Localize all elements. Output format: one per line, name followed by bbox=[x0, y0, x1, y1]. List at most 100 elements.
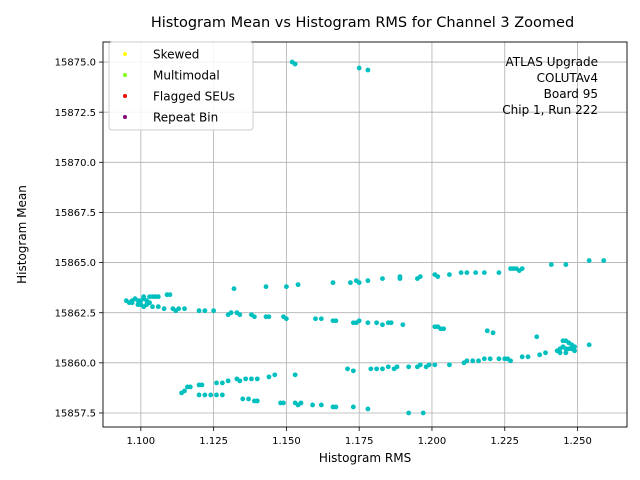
data-point bbox=[208, 392, 214, 398]
data-point bbox=[461, 360, 467, 366]
data-point bbox=[243, 376, 249, 382]
data-points bbox=[123, 59, 607, 416]
annotation-line: Chip 1, Run 222 bbox=[502, 103, 598, 117]
data-point bbox=[601, 258, 607, 263]
data-point bbox=[254, 376, 260, 382]
data-point bbox=[214, 392, 219, 398]
data-point bbox=[563, 262, 569, 267]
data-point bbox=[563, 350, 569, 356]
data-point bbox=[228, 310, 234, 316]
data-point bbox=[365, 320, 371, 326]
data-point bbox=[263, 284, 269, 290]
data-point bbox=[490, 330, 496, 336]
x-tick-label: 1.225 bbox=[490, 436, 519, 447]
y-tick-label: 15862.5 bbox=[55, 308, 96, 319]
data-point bbox=[167, 292, 173, 298]
data-point bbox=[365, 406, 371, 412]
data-point bbox=[380, 276, 385, 282]
data-point bbox=[182, 306, 187, 312]
legend: Skewed Multimodal Flagged SEUs Repeat Bin bbox=[108, 41, 254, 131]
data-point bbox=[219, 380, 225, 386]
data-point bbox=[284, 316, 289, 322]
y-tick-label: 15870.0 bbox=[55, 158, 96, 169]
data-point bbox=[423, 364, 429, 370]
y-tick-label: 15860.0 bbox=[55, 358, 96, 369]
data-point bbox=[155, 294, 161, 300]
data-point bbox=[365, 67, 371, 73]
annotation-line: COLUTAv4 bbox=[537, 71, 598, 85]
data-point bbox=[155, 304, 161, 310]
legend-box bbox=[108, 41, 254, 131]
data-point bbox=[464, 270, 470, 275]
data-point bbox=[196, 382, 202, 388]
data-point bbox=[534, 334, 540, 340]
data-point bbox=[470, 358, 476, 364]
data-point bbox=[368, 366, 374, 372]
data-point bbox=[196, 308, 202, 314]
data-point bbox=[298, 400, 304, 406]
data-point bbox=[281, 400, 286, 406]
x-tick-label: 1.100 bbox=[127, 436, 156, 447]
data-point bbox=[266, 374, 272, 380]
data-point bbox=[502, 356, 508, 362]
data-point bbox=[225, 378, 231, 384]
data-point bbox=[481, 270, 487, 275]
data-point bbox=[141, 294, 147, 300]
data-point bbox=[484, 328, 490, 334]
data-point bbox=[234, 376, 240, 382]
data-point bbox=[525, 354, 531, 360]
data-point bbox=[356, 280, 362, 286]
data-point bbox=[179, 390, 185, 396]
data-point bbox=[391, 366, 397, 372]
data-point bbox=[441, 326, 446, 332]
data-point bbox=[432, 362, 438, 368]
data-point bbox=[292, 372, 298, 378]
data-point bbox=[295, 282, 301, 288]
data-point bbox=[417, 274, 423, 280]
data-point bbox=[266, 314, 272, 320]
x-axis-ticks: 1.100 1.125 1.150 1.175 1.200 1.225 1.250 bbox=[127, 427, 592, 447]
data-point bbox=[365, 278, 371, 284]
data-point bbox=[380, 322, 385, 328]
data-point bbox=[388, 320, 394, 326]
data-point bbox=[272, 372, 278, 378]
x-tick-label: 1.200 bbox=[418, 436, 447, 447]
data-point bbox=[496, 270, 502, 275]
grid-lines bbox=[103, 42, 627, 427]
legend-marker bbox=[123, 52, 127, 56]
data-point bbox=[356, 65, 362, 71]
data-point bbox=[251, 314, 257, 320]
annotation-line: ATLAS Upgrade bbox=[505, 55, 598, 69]
x-axis-label: Histogram RMS bbox=[319, 451, 411, 465]
data-point bbox=[147, 300, 152, 306]
data-point bbox=[537, 352, 543, 358]
data-point bbox=[214, 380, 219, 386]
data-point bbox=[240, 396, 246, 402]
data-point bbox=[237, 312, 243, 318]
data-point bbox=[374, 320, 380, 326]
data-point bbox=[397, 276, 403, 282]
data-point bbox=[350, 404, 356, 410]
data-point bbox=[447, 272, 452, 278]
data-point bbox=[400, 322, 406, 328]
data-point bbox=[202, 392, 208, 398]
data-point bbox=[348, 280, 353, 286]
data-point bbox=[345, 366, 350, 372]
y-axis-label: Histogram Mean bbox=[15, 185, 29, 284]
y-tick-label: 15867.5 bbox=[55, 208, 96, 219]
legend-label: Repeat Bin bbox=[153, 111, 218, 125]
data-point bbox=[231, 286, 237, 292]
data-point bbox=[350, 368, 356, 374]
data-point bbox=[292, 61, 298, 67]
x-tick-label: 1.125 bbox=[199, 436, 228, 447]
legend-label: Skewed bbox=[153, 48, 199, 62]
x-tick-label: 1.250 bbox=[563, 436, 592, 447]
data-point bbox=[330, 280, 336, 286]
data-point bbox=[356, 318, 362, 324]
data-point bbox=[415, 364, 420, 370]
legend-marker bbox=[123, 115, 127, 119]
legend-label: Multimodal bbox=[153, 69, 220, 83]
data-point bbox=[519, 354, 525, 360]
chart-title: Histogram Mean vs Histogram RMS for Chan… bbox=[151, 15, 574, 31]
data-point bbox=[176, 306, 182, 312]
